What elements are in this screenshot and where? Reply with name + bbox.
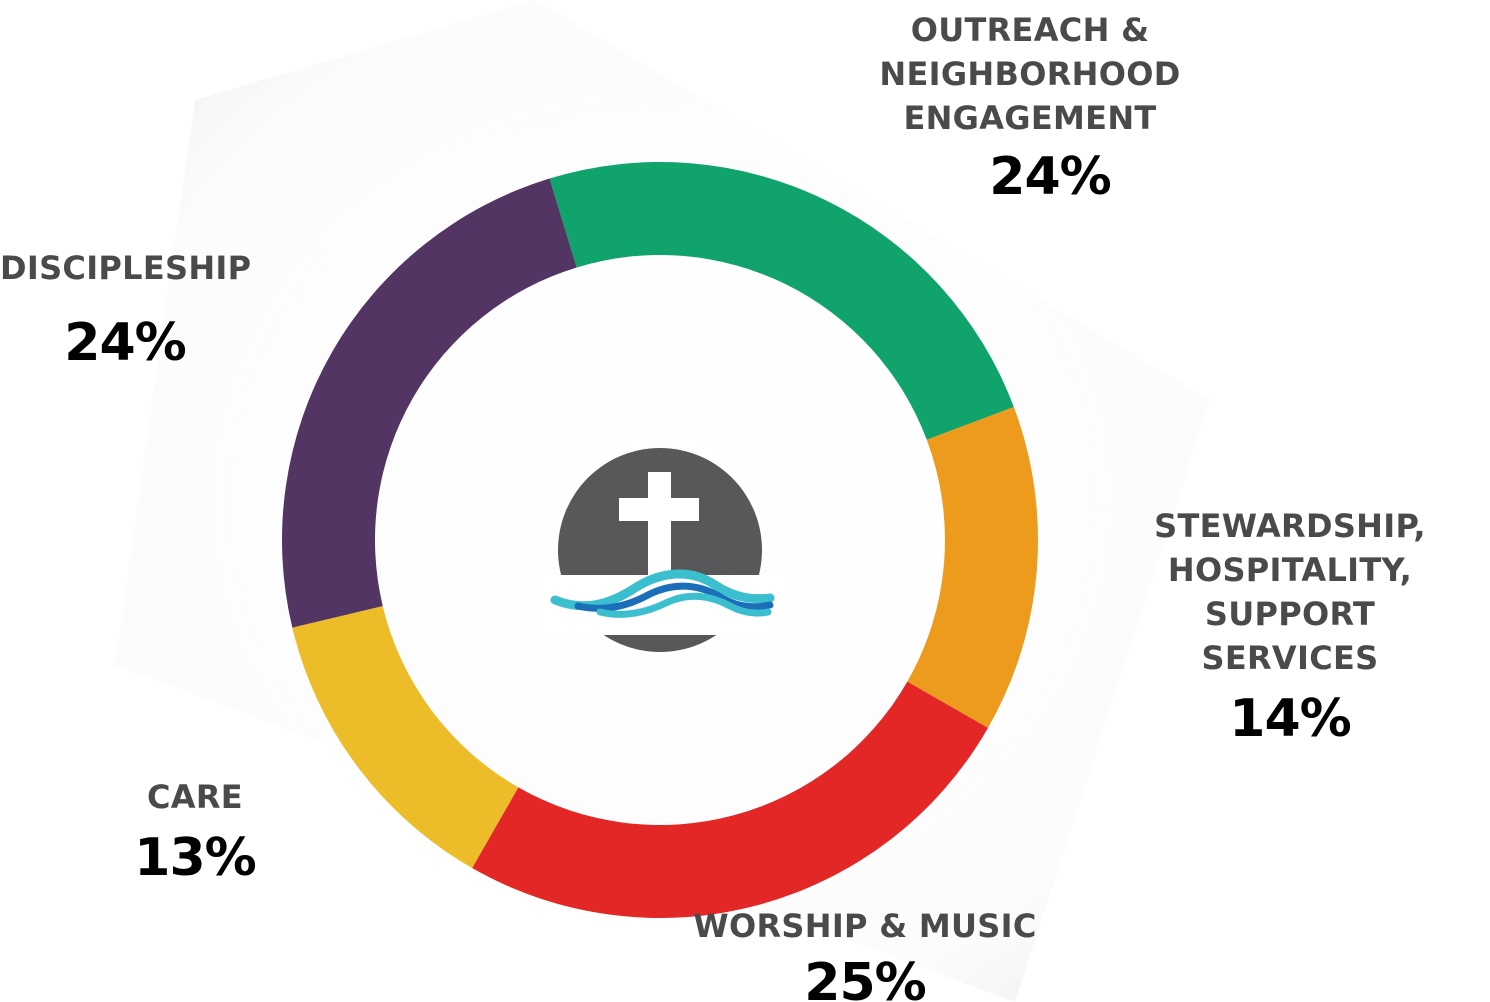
slice-name-outreach-line-2: NEIGHBORHOOD	[879, 55, 1181, 93]
slice-name-worship: WORSHIP & MUSIC	[693, 907, 1037, 945]
donut-slices	[282, 162, 1038, 918]
slice-value-outreach: 24%	[989, 147, 1111, 207]
donut-slice-worship	[472, 681, 989, 918]
slice-value-care: 13%	[134, 828, 256, 888]
slice-label-discipleship: DISCIPLESHIP 24%	[0, 246, 252, 374]
slice-name-stewardship-line-3: SERVICES	[1201, 639, 1379, 677]
slice-label-stewardship: STEWARDSHIP, HOSPITALITY, SUPPORT SERVIC…	[1090, 504, 1490, 750]
slice-label-outreach: OUTREACH & NEIGHBORHOOD ENGAGEMENT 24%	[850, 8, 1210, 208]
slice-name-care: CARE	[147, 778, 243, 816]
donut-slice-stewardship	[907, 407, 1038, 728]
donut-slice-outreach	[549, 162, 1014, 440]
cross-over-water-icon	[540, 448, 790, 652]
slice-name-outreach-line-3: ENGAGEMENT	[903, 99, 1157, 137]
donut-slice-care	[292, 606, 519, 869]
slice-name-stewardship-line-1: STEWARDSHIP,	[1154, 507, 1426, 545]
donut-slice-discipleship	[282, 178, 577, 628]
slice-label-worship: WORSHIP & MUSIC 25%	[680, 904, 1050, 1002]
logo-wave-middle	[574, 582, 774, 612]
slice-name-discipleship: DISCIPLESHIP	[0, 249, 252, 287]
slice-name-stewardship-line-2: HOSPITALITY, SUPPORT	[1167, 551, 1413, 633]
slice-value-worship: 25%	[804, 953, 926, 1002]
slice-value-discipleship: 24%	[64, 313, 186, 373]
cross-horizontal-bar	[619, 498, 699, 521]
slice-value-stewardship: 14%	[1229, 689, 1351, 749]
slice-name-outreach-line-1: OUTREACH &	[910, 11, 1150, 49]
logo-wave-bottom	[596, 592, 772, 618]
slice-label-care: CARE 13%	[100, 775, 290, 889]
